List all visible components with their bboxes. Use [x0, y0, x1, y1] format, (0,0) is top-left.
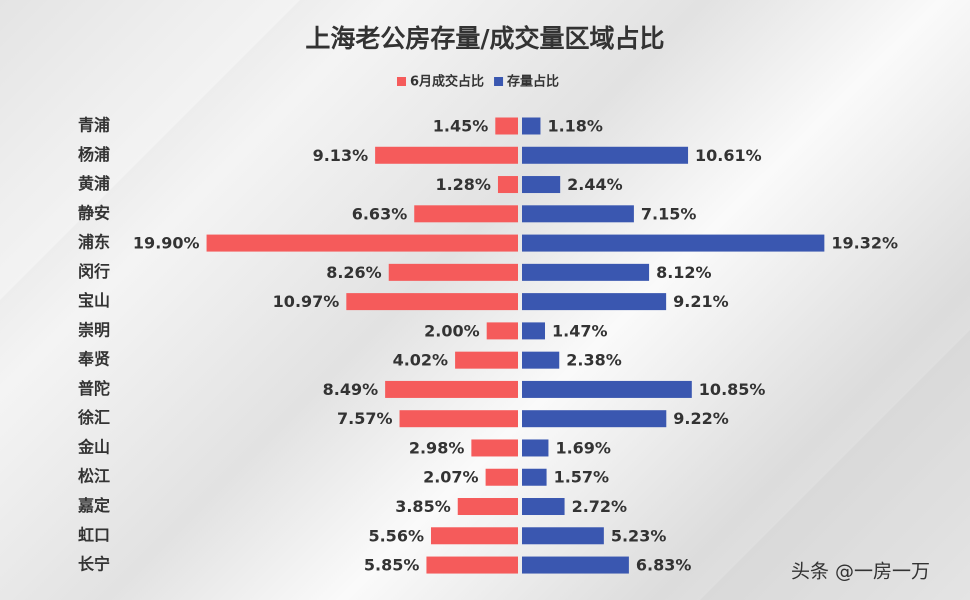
bar — [522, 527, 604, 545]
value-label: 9.21% — [673, 292, 729, 311]
bar — [385, 380, 518, 398]
value-label: 1.28% — [435, 175, 491, 194]
value-label: 5.85% — [364, 556, 420, 575]
bar — [471, 439, 518, 457]
chart-title: 上海老公房存量/成交量区域占比 — [305, 24, 664, 53]
bar — [399, 410, 518, 428]
category-label: 嘉定 — [77, 496, 110, 515]
legend-label: 存量占比 — [507, 74, 559, 90]
bg-shape — [0, 0, 300, 300]
category-label: 宝山 — [78, 291, 110, 310]
bar — [206, 234, 518, 252]
value-label: 8.12% — [656, 263, 712, 282]
value-label: 6.83% — [636, 556, 692, 575]
bar — [485, 468, 518, 486]
value-label: 2.38% — [566, 351, 622, 370]
bar — [522, 322, 546, 340]
value-label: 2.00% — [424, 321, 480, 340]
bar — [522, 117, 541, 135]
value-label: 1.47% — [552, 321, 608, 340]
category-label: 黄浦 — [78, 174, 110, 193]
category-label: 浦东 — [78, 233, 110, 252]
bar — [414, 205, 518, 223]
bar — [497, 176, 518, 194]
bar — [522, 176, 561, 194]
category-label: 金山 — [77, 437, 110, 456]
bar — [522, 146, 689, 164]
value-label: 9.22% — [673, 409, 729, 428]
credit: 头条 @一房一万 — [791, 561, 930, 583]
bar — [430, 527, 518, 545]
bar — [346, 293, 518, 311]
category-label: 普陀 — [78, 379, 110, 398]
value-label: 2.98% — [409, 438, 465, 457]
value-label: 1.45% — [433, 117, 489, 136]
legend-label: 6月成交占比 — [410, 74, 484, 90]
value-label: 5.23% — [611, 526, 667, 545]
category-label: 杨浦 — [78, 145, 110, 164]
bar — [457, 498, 518, 516]
value-label: 1.18% — [547, 117, 603, 136]
bar — [522, 380, 692, 398]
bar — [388, 263, 518, 281]
category-label: 崇明 — [78, 320, 110, 339]
value-label: 8.49% — [323, 380, 379, 399]
category-label: 静安 — [78, 203, 110, 222]
bar — [522, 293, 667, 311]
value-label: 1.57% — [554, 468, 610, 487]
legend-swatch — [397, 77, 406, 86]
value-label: 10.97% — [273, 292, 340, 311]
value-label: 10.85% — [699, 380, 766, 399]
bar — [426, 556, 518, 574]
bar — [522, 234, 825, 252]
bg-shape — [700, 330, 970, 600]
value-label: 4.02% — [393, 351, 449, 370]
bar — [455, 351, 518, 369]
value-label: 7.15% — [641, 204, 697, 223]
category-label: 奉贤 — [77, 350, 110, 369]
category-label: 青浦 — [78, 116, 110, 135]
value-label: 2.72% — [572, 497, 628, 516]
bar — [495, 117, 518, 135]
value-label: 8.26% — [326, 263, 382, 282]
value-label: 6.63% — [352, 204, 408, 223]
category-label: 虹口 — [78, 525, 110, 544]
bar — [522, 410, 667, 428]
bar — [522, 468, 547, 486]
category-label: 闵行 — [78, 262, 110, 281]
value-label: 7.57% — [337, 409, 393, 428]
bar — [522, 263, 650, 281]
value-label: 5.56% — [368, 526, 424, 545]
bar — [522, 556, 629, 574]
value-label: 19.32% — [831, 234, 898, 253]
category-label: 徐汇 — [77, 408, 110, 427]
value-label: 1.69% — [555, 438, 611, 457]
value-label: 10.61% — [695, 146, 762, 165]
legend-swatch — [494, 77, 504, 86]
value-label: 2.07% — [423, 468, 479, 487]
bar — [375, 146, 518, 164]
bar — [522, 498, 565, 516]
bar — [522, 205, 634, 223]
bar — [486, 322, 518, 340]
value-label: 19.90% — [133, 234, 200, 253]
value-label: 3.85% — [395, 497, 451, 516]
category-label: 长宁 — [78, 555, 110, 574]
bar — [522, 439, 549, 457]
category-label: 松江 — [78, 467, 110, 486]
bar — [522, 351, 560, 369]
value-label: 9.13% — [313, 146, 369, 165]
value-label: 2.44% — [567, 175, 623, 194]
